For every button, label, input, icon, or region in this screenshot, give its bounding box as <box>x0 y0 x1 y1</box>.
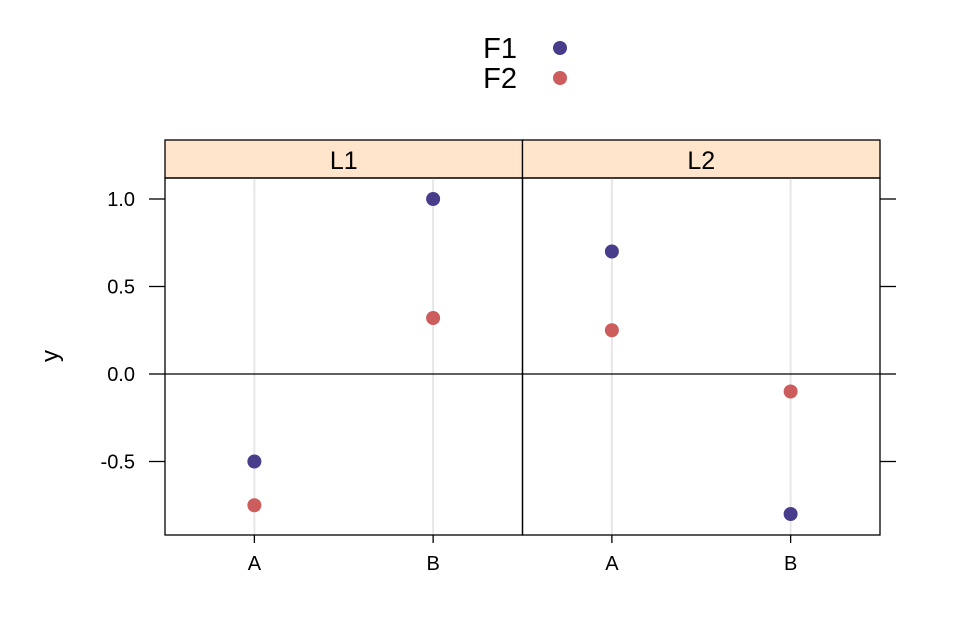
point-f1-l1-b <box>426 192 441 206</box>
y-axis: -0.5 0.0 0.5 1.0 <box>101 189 896 474</box>
point-f2-l2-a <box>604 323 619 338</box>
y-tick-label-1: 0.0 <box>107 364 135 386</box>
point-f2-l1-a <box>247 498 262 513</box>
chart-panels: L1 A B L2 A B <box>164 139 881 575</box>
panel-l2: L2 A B <box>521 139 881 575</box>
legend-marker-f2 <box>553 71 567 85</box>
y-axis-label: y <box>37 350 64 362</box>
panel-border-l1 <box>164 177 524 536</box>
y-tick-label-3: 1.0 <box>107 189 135 211</box>
x-tick-label-l2-a: A <box>605 553 619 575</box>
strip-l1 <box>164 139 524 179</box>
strip-label-l2: L2 <box>687 147 715 175</box>
point-f1-l1-a <box>247 454 262 469</box>
point-f1-l2-a <box>604 244 619 259</box>
legend-label-f2: F2 <box>483 63 517 95</box>
panel-border-l2 <box>521 177 881 536</box>
legend-marker-f1 <box>553 41 567 55</box>
x-tick-label-l2-b: B <box>784 553 797 575</box>
y-tick-label-2: 0.5 <box>107 277 135 299</box>
y-tick-label-0: -0.5 <box>101 452 135 474</box>
x-tick-label-l1-b: B <box>426 553 439 575</box>
x-tick-label-l1-a: A <box>248 553 262 575</box>
panel-l1: L1 A B <box>164 139 524 575</box>
point-f2-l1-b <box>426 311 441 325</box>
point-f2-l2-b <box>783 384 798 399</box>
legend-label-f1: F1 <box>483 33 517 65</box>
point-f1-l2-b <box>783 507 798 521</box>
strip-label-l1: L1 <box>330 147 358 175</box>
